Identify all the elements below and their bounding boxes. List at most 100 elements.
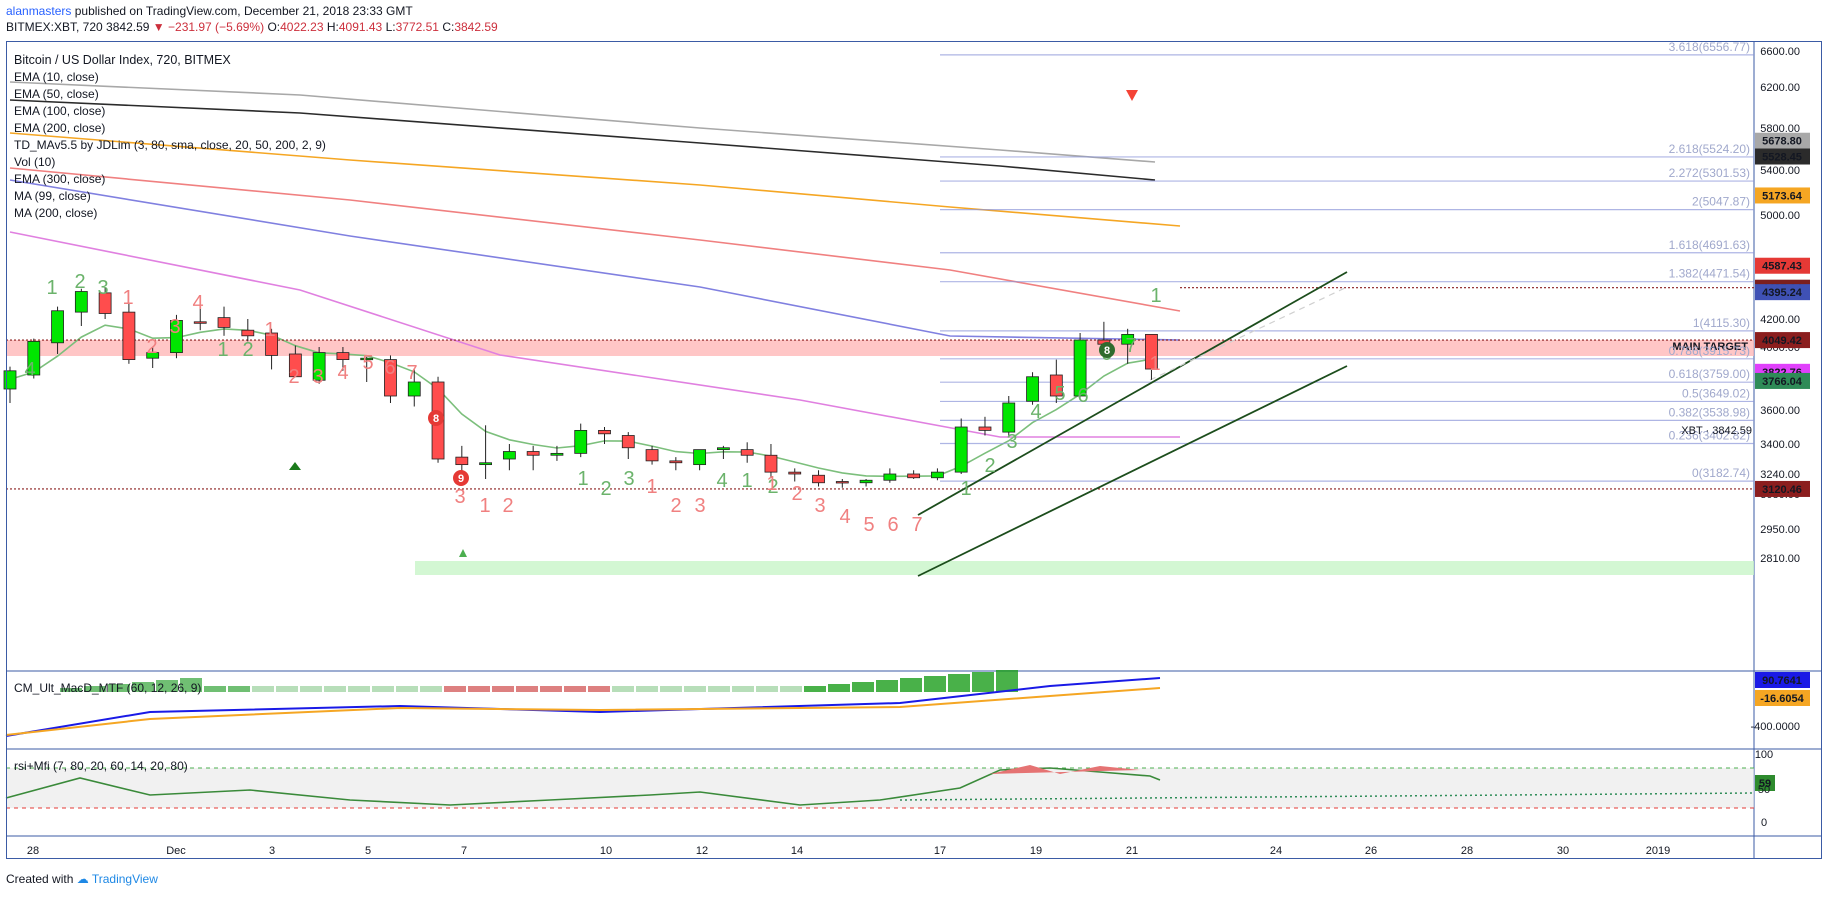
candle-body bbox=[574, 429, 588, 454]
price-tag-label: 4587.43 bbox=[1762, 261, 1802, 273]
fib-level-label: 0.5(3649.02) bbox=[1682, 386, 1750, 400]
low-label: L: bbox=[385, 20, 396, 34]
legend-item[interactable]: EMA (100, close) bbox=[14, 104, 106, 118]
td-count-green: 1 bbox=[46, 277, 57, 299]
td-count-red: 1 bbox=[264, 319, 275, 341]
td-count-green: 1 bbox=[577, 468, 588, 490]
moving-average-line bbox=[9, 132, 1181, 227]
macd-histogram-bar bbox=[276, 686, 298, 692]
macd-histogram-bar bbox=[372, 686, 394, 692]
time-axis-label: 3 bbox=[269, 845, 275, 857]
td-badge-circle bbox=[1099, 342, 1115, 358]
macd-histogram-bar bbox=[180, 678, 202, 692]
candle-body bbox=[3, 370, 17, 390]
candle-body bbox=[51, 310, 64, 344]
price-tag-label: 4049.42 bbox=[1762, 335, 1802, 347]
rsi-axis-label: 100 bbox=[1755, 749, 1773, 761]
moving-average-line bbox=[9, 81, 1156, 163]
td-count-red: 1 bbox=[646, 476, 657, 498]
td-badge-circle bbox=[453, 470, 469, 486]
legend-item[interactable]: MA (200, close) bbox=[14, 206, 98, 220]
macd-axis-label: -400.0000 bbox=[1750, 721, 1800, 733]
legend-item[interactable]: MA (99, close) bbox=[14, 189, 91, 203]
td-badge-label: 8 bbox=[1104, 345, 1110, 357]
td-count-green: 3 bbox=[623, 468, 634, 490]
rsi-value-tag bbox=[1755, 775, 1775, 791]
time-axis-label: 7 bbox=[461, 845, 467, 857]
tradingview-brand[interactable]: TradingView bbox=[91, 872, 158, 886]
time-axis-label: 28 bbox=[1461, 845, 1473, 857]
macd-histogram-bar bbox=[612, 686, 634, 692]
td-badge-circle bbox=[428, 410, 444, 426]
moving-average-line bbox=[9, 179, 1181, 341]
price-tag bbox=[1755, 332, 1810, 349]
publish-header: alanmasters published on TradingView.com… bbox=[6, 4, 413, 18]
footer: Created with ☁ TradingView bbox=[6, 872, 158, 886]
open-label: O: bbox=[267, 20, 281, 34]
legend-item[interactable]: EMA (50, close) bbox=[14, 87, 99, 101]
rsi-trend-line bbox=[899, 792, 1755, 801]
candle-body bbox=[265, 332, 278, 356]
td-count-green: 2 bbox=[242, 339, 253, 361]
tradingview-logo-icon[interactable]: ☁ bbox=[76, 872, 89, 886]
price-tag-label: 5173.64 bbox=[1762, 190, 1803, 202]
rsi-pane-label[interactable]: rsi+Mfi (7, 80, 20, 60, 14, 20, 80) bbox=[14, 759, 188, 773]
price-change: −231.97 (−5.69%) bbox=[168, 20, 265, 34]
legend-item[interactable]: EMA (10, close) bbox=[14, 70, 99, 84]
ohlc-header: BITMEX:XBT, 720 3842.59 ▼ −231.97 (−5.69… bbox=[6, 20, 498, 34]
channel-lower-line bbox=[917, 365, 1348, 577]
legend-title: Bitcoin / US Dollar Index, 720, BITMEX bbox=[14, 53, 231, 67]
main-target-zone bbox=[6, 340, 1754, 356]
moving-average-line bbox=[9, 231, 1180, 438]
high-value: 4091.43 bbox=[338, 20, 383, 34]
macd-histogram-bar bbox=[132, 682, 154, 692]
close-value: 3842.59 bbox=[454, 20, 498, 34]
legend-item[interactable]: EMA (200, close) bbox=[14, 121, 106, 135]
td-count-red: 4 bbox=[839, 506, 850, 528]
price-tag-label: 5528.45 bbox=[1762, 152, 1802, 164]
rsi-value-label: 59 bbox=[1759, 778, 1771, 790]
price-tag bbox=[1755, 187, 1810, 204]
time-axis-label: 17 bbox=[934, 845, 946, 857]
legend-item[interactable]: EMA (300, close) bbox=[14, 172, 106, 186]
price-axis-label: 3600.00 bbox=[1760, 405, 1800, 417]
price-axis-label: 6600.00 bbox=[1760, 46, 1800, 58]
macd-histogram-bar bbox=[756, 686, 778, 692]
time-axis-label: 2019 bbox=[1646, 845, 1670, 857]
td-count-green: 1 bbox=[741, 470, 752, 492]
candle-body bbox=[598, 429, 611, 435]
candle-body bbox=[502, 451, 516, 460]
candle-body bbox=[978, 426, 992, 431]
macd-histogram-bar bbox=[348, 686, 370, 692]
td-count-red: 2 bbox=[670, 495, 681, 517]
price-axis-label: 2810.00 bbox=[1760, 553, 1800, 565]
candle-body bbox=[931, 471, 944, 479]
macd-signal-tag bbox=[1755, 690, 1810, 706]
candle-body bbox=[1026, 376, 1039, 402]
td-count-red: 2 bbox=[146, 336, 157, 358]
macd-histogram-bar bbox=[204, 686, 226, 692]
macd-histogram-bar bbox=[156, 680, 178, 692]
low-value: 3772.51 bbox=[395, 20, 439, 34]
macd-pane-label[interactable]: CM_Ult_MacD_MTF (60, 12, 26, 9) bbox=[14, 681, 202, 695]
macd-line bbox=[5, 677, 1161, 737]
candle-body bbox=[835, 481, 849, 484]
macd-histogram-bar bbox=[60, 688, 82, 692]
td-count-red: 6 bbox=[887, 514, 898, 536]
td-count-red: 1 bbox=[1149, 353, 1160, 375]
time-axis-label: 14 bbox=[791, 845, 803, 857]
macd-histogram-bar bbox=[444, 686, 466, 692]
td-badge-label: 8 bbox=[433, 413, 439, 425]
rsi-overbought-fill bbox=[990, 765, 1140, 774]
price-tag bbox=[1755, 257, 1810, 274]
legend-item[interactable]: TD_MAv5.5 by JDLim (3, 80, sma, close, 2… bbox=[14, 138, 326, 152]
td-count-red: 1 bbox=[479, 495, 490, 517]
macd-value-tag bbox=[1755, 672, 1810, 688]
indicator-legend: Bitcoin / US Dollar Index, 720, BITMEX E… bbox=[14, 52, 326, 222]
candle-body bbox=[645, 449, 659, 462]
author-link[interactable]: alanmasters bbox=[6, 4, 72, 18]
legend-item[interactable]: Vol (10) bbox=[14, 155, 56, 169]
fib-level-label: 0.786(3915.73) bbox=[1669, 344, 1750, 358]
td-count-red: 6 bbox=[384, 357, 395, 379]
